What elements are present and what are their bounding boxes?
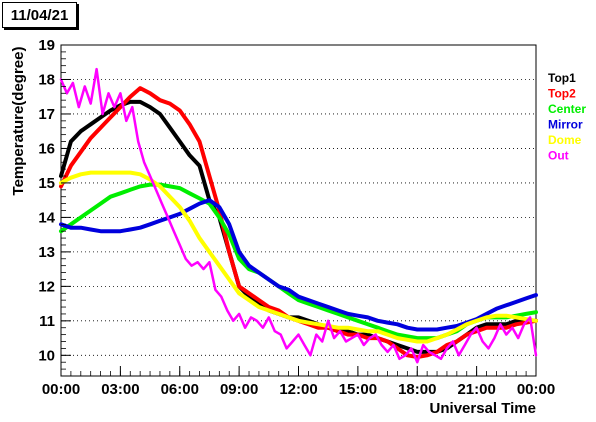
- y-tick-label-6: 16: [38, 140, 55, 157]
- series-line-dome: [59, 170, 538, 344]
- x-tick-label-5: 15:00: [339, 381, 377, 398]
- legend-entry-center: Center: [548, 102, 586, 116]
- legend-entry-out: Out: [548, 149, 569, 163]
- y-tick-label-0: 10: [38, 347, 55, 364]
- series-layer: [59, 67, 538, 364]
- x-tick-label-3: 09:00: [220, 381, 258, 398]
- x-tick-label-2: 06:00: [161, 381, 199, 398]
- x-tick-label-6: 18:00: [398, 381, 436, 398]
- x-tick-label-0: 00:00: [42, 381, 80, 398]
- legend-entry-top2: Top2: [548, 87, 576, 101]
- x-tick-label-1: 03:00: [101, 381, 139, 398]
- axes: 10 11 12 13 14 15 16 17 18 19 00:00 03:00 06:00 09:00…: [38, 37, 555, 398]
- x-tick-label-8: 00:00: [517, 381, 555, 398]
- y-tick-label-9: 19: [38, 37, 55, 54]
- y-axis-label: Temperature(degree): [10, 47, 27, 196]
- x-tick-label-7: 21:00: [457, 381, 495, 398]
- x-axis-label: Universal Time: [430, 400, 536, 417]
- x-tick-label-4: 12:00: [279, 381, 317, 398]
- legend-entry-mirror: Mirror: [548, 118, 583, 132]
- legend-entry-top1: Top1: [548, 71, 576, 85]
- series-line-out: [59, 67, 538, 364]
- legend-entry-dome: Dome: [548, 133, 582, 147]
- date-label: 11/04/21: [2, 2, 77, 28]
- y-tick-label-7: 17: [38, 106, 55, 123]
- y-tick-label-2: 12: [38, 278, 55, 295]
- series-line-mirror: [59, 198, 538, 332]
- y-tick-label-3: 13: [38, 244, 55, 261]
- y-tick-label-1: 11: [39, 313, 55, 330]
- y-tick-label-8: 18: [38, 71, 55, 88]
- y-tick-label-4: 14: [38, 209, 55, 226]
- y-tick-label-5: 15: [38, 175, 55, 192]
